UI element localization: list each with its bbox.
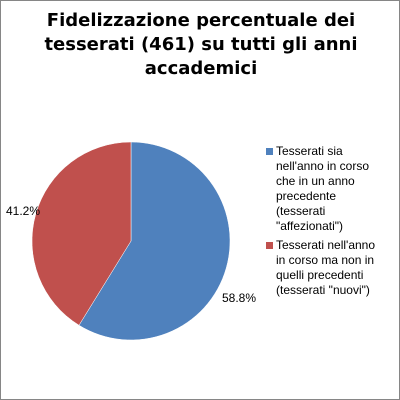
legend-text: precedente	[276, 189, 337, 203]
chart-title-line-1: Fidelizzazione percentuale dei	[46, 10, 356, 31]
chart-title-line-2: tesserati (461) su tutti gli anni	[44, 34, 358, 55]
chart-title-line-3: accademici	[144, 58, 258, 79]
pie-slice-affezionati	[78, 141, 231, 341]
legend-text: in corso ma non in	[276, 253, 375, 267]
pie-slice-nuovi	[31, 141, 132, 326]
legend-swatch-red	[266, 242, 273, 249]
legend: Tesserati sia nell'anno in corso che in …	[266, 144, 396, 302]
chart-title: Fidelizzazione percentuale dei tesserati…	[21, 9, 381, 81]
data-label-affezionati: 58.8%	[222, 291, 257, 305]
legend-item-nuovi: Tesserati nell'anno in corso ma non in q…	[266, 238, 396, 298]
legend-text: (tesserati "nuovi")	[276, 283, 370, 297]
legend-text: Tesserati nell'anno	[276, 238, 376, 252]
legend-swatch-blue	[266, 148, 273, 155]
legend-text: "affezionati")	[276, 219, 344, 233]
data-label-nuovi: 41.2%	[6, 204, 41, 218]
legend-text: quelli precedenti	[276, 268, 364, 282]
legend-text: Tesserati sia	[276, 144, 343, 158]
legend-text: che in un anno	[276, 174, 355, 188]
legend-text: (tesserati	[276, 204, 326, 218]
legend-item-affezionati: Tesserati sia nell'anno in corso che in …	[266, 144, 396, 234]
legend-text: nell'anno in corso	[276, 159, 370, 173]
